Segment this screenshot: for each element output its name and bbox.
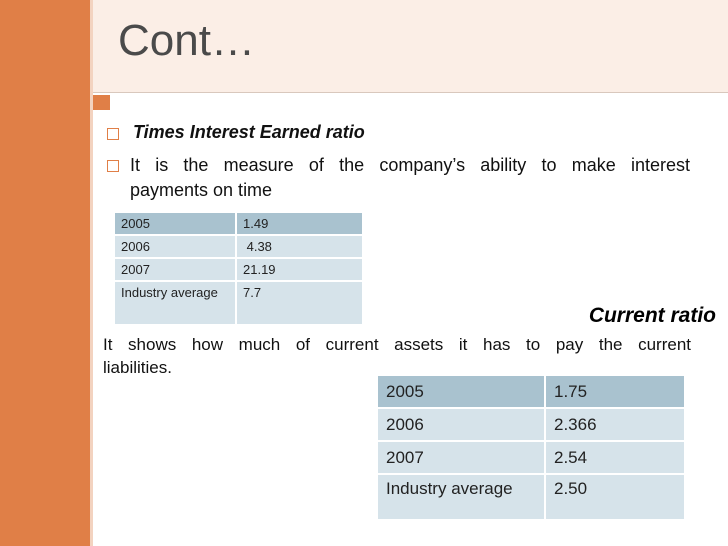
left-accent-bar: [0, 0, 90, 546]
year-cell: 2006: [113, 234, 237, 259]
title-rule: [93, 92, 728, 93]
year-cell: Industry average: [113, 280, 237, 326]
description-line: payments on time: [130, 180, 273, 200]
title-band: [93, 0, 728, 92]
times-interest-description: It is the measure of the company’s abili…: [130, 153, 690, 203]
year-cell: 2007: [113, 257, 237, 282]
table-row: 2006 4.38: [113, 234, 364, 259]
value-cell: 2.54: [544, 440, 686, 475]
value-cell: 2.50: [544, 473, 686, 521]
table-row: 2005 1.75: [376, 374, 686, 409]
value-cell: 2.366: [544, 407, 686, 442]
times-interest-heading: Times Interest Earned ratio: [133, 122, 365, 142]
table-row: 2005 1.49: [113, 211, 364, 236]
description-line: It is the measure of the company’s abili…: [130, 155, 690, 175]
table-row: Industry average 2.50: [376, 473, 686, 521]
bullet-square-icon: [107, 128, 119, 140]
year-cell: 2006: [376, 407, 546, 442]
table-row: 2006 2.366: [376, 407, 686, 442]
current-ratio-heading: Current ratio: [588, 304, 716, 327]
year-cell: 2005: [376, 374, 546, 409]
table-row: Industry average 7.7: [113, 280, 364, 326]
description-line: It shows how much of current assets it h…: [103, 335, 691, 354]
value-cell: 1.75: [544, 374, 686, 409]
year-cell: 2005: [113, 211, 237, 236]
bullet-square-icon: [107, 160, 119, 172]
slide-title: Cont…: [118, 16, 255, 65]
value-cell: 21.19: [235, 257, 364, 282]
table-row: 2007 21.19: [113, 257, 364, 282]
table-row: 2007 2.54: [376, 440, 686, 475]
year-cell: 2007: [376, 440, 546, 475]
description-line: liabilities.: [103, 358, 172, 377]
current-ratio-table: 2005 1.75 2006 2.366 2007 2.54 Industry …: [376, 374, 686, 521]
times-interest-table: 2005 1.49 2006 4.38 2007 21.19 Industry …: [113, 211, 364, 326]
value-cell: 4.38: [235, 234, 364, 259]
value-cell: 1.49: [235, 211, 364, 236]
year-cell: Industry average: [376, 473, 546, 521]
accent-bar-edge: [90, 0, 93, 546]
rule-notch: [93, 95, 110, 110]
current-ratio-description: It shows how much of current assets it h…: [103, 333, 691, 379]
value-cell: 7.7: [235, 280, 364, 326]
